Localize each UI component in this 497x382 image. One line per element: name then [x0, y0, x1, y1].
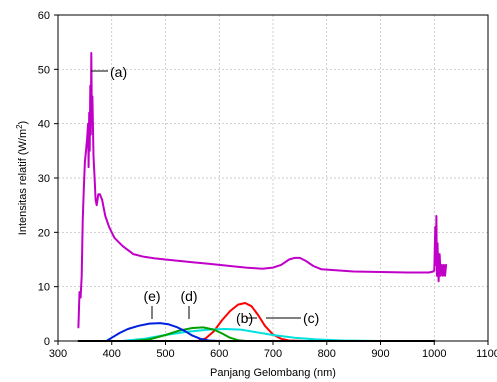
y-axis-label-close: ): [17, 121, 29, 125]
y-axis-label-superscript: 2: [15, 124, 24, 129]
y-tick-label: 0: [44, 336, 50, 348]
y-tick-label: 40: [38, 119, 50, 131]
x-tick-label: 300: [49, 348, 67, 360]
annotations: (a) (b) (c) (d) (e): [91, 64, 319, 326]
y-tick-label: 60: [38, 10, 50, 22]
y-tick-label: 10: [38, 282, 50, 294]
x-tick-label: 900: [371, 348, 389, 360]
x-tick-label: 500: [156, 348, 174, 360]
annotation-label-d: (d): [180, 288, 197, 304]
x-tick-label: 700: [264, 348, 282, 360]
annotation-label-a: (a): [110, 64, 127, 80]
x-tick-label: 1100: [476, 348, 497, 360]
series-line-b: [78, 302, 436, 342]
annotation-label-c: (c): [303, 310, 319, 326]
x-tick-label: 600: [210, 348, 228, 360]
annotation-label-e: (e): [143, 288, 160, 304]
x-axis-label: Panjang Gelombang (nm): [210, 367, 336, 379]
y-tick-label: 30: [38, 173, 50, 185]
x-tick-label: 1000: [422, 348, 446, 360]
series-line-e: [78, 322, 436, 342]
y-tick-label: 20: [38, 227, 50, 239]
x-tick-label: 800: [318, 348, 336, 360]
series-line-c: [78, 328, 436, 342]
axis-ticks: 300 400 500 600 700 800 900 1000 1100 0 10 20 30 40 50…: [38, 10, 497, 360]
y-tick-label: 50: [38, 64, 50, 76]
series-lines: [77, 52, 448, 342]
series-line-a: [77, 52, 448, 329]
x-tick-label: 400: [103, 348, 121, 360]
y-axis-label-main: Intensitas relatif (W/m: [17, 129, 29, 235]
y-axis-label: Intensitas relatif (W/m2): [15, 121, 29, 235]
annotation-label-b: (b): [236, 310, 253, 326]
